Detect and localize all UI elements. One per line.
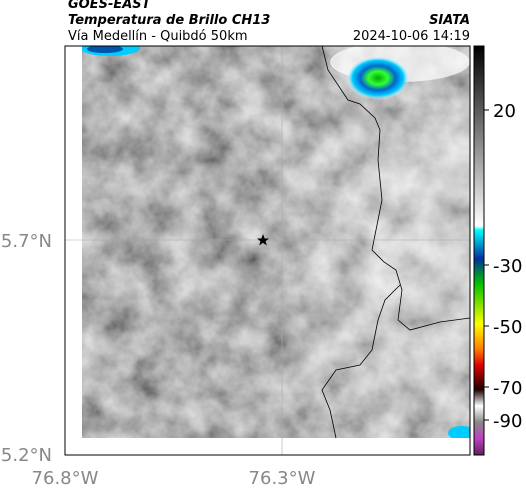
colorbar-tick-label: -70 (493, 378, 522, 399)
colorbar-tick-label: -90 (493, 411, 522, 432)
lat-label: 5.7°N (1, 231, 52, 252)
product: Temperatura de Brillo CH13 (68, 13, 270, 28)
colorbar (473, 45, 485, 456)
colorbar-tick-label: -30 (493, 256, 522, 277)
location-star (257, 234, 269, 246)
source: SIATA (429, 13, 470, 28)
colorbar-tick-label: -50 (493, 317, 522, 338)
borders (321, 45, 471, 439)
map-border (64, 45, 471, 456)
lat-label: 5.2°N (1, 445, 52, 466)
satellite: GOES-EAST (68, 0, 152, 12)
colorbar-ticks: 20 -30 -50 -70 -90 (484, 101, 522, 432)
datetime: 2024-10-06 14:19 (353, 29, 470, 44)
lon-label: 76.3°W (249, 468, 316, 489)
colorbar-tick-label: 20 (493, 101, 516, 122)
route: Vía Medellín - Quibdó 50km (68, 29, 248, 44)
lon-label: 76.8°W (32, 468, 99, 489)
satellite-image (82, 46, 470, 438)
